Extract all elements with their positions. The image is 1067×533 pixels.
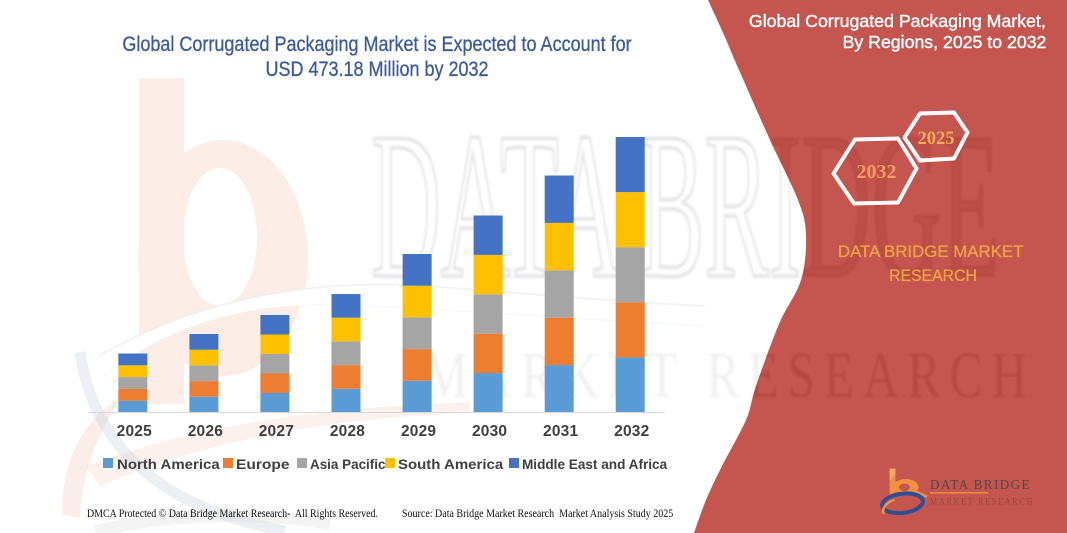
svg-text:2032: 2032 [857, 161, 897, 183]
svg-text:DATA BRIDGE: DATA BRIDGE [930, 478, 1031, 493]
svg-text:MARKET RESEARCH: MARKET RESEARCH [930, 498, 1034, 508]
svg-text:2025: 2025 [918, 129, 955, 149]
